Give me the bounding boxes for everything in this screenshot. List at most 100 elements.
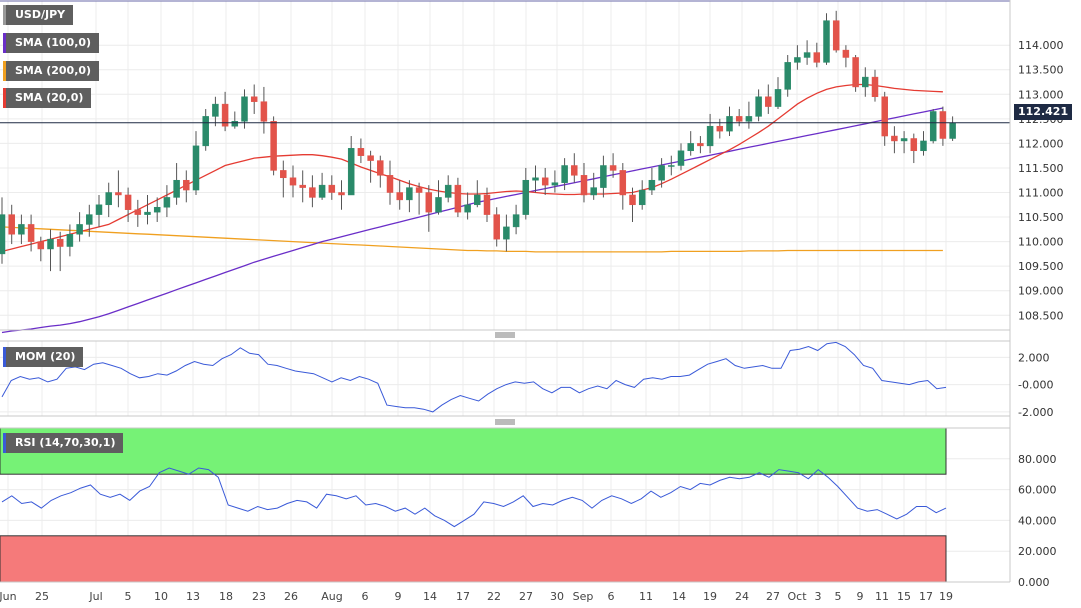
candle-body <box>425 192 433 213</box>
candlesticks <box>0 10 956 272</box>
candle-body <box>619 170 627 196</box>
legend-sma200[interactable]: SMA (200,0) <box>3 61 100 81</box>
candle-body <box>862 76 869 88</box>
candle-body <box>590 187 597 196</box>
x-tick-label: 10 <box>154 590 168 603</box>
candle-body <box>638 189 646 206</box>
x-tick-label: Oct <box>787 590 807 603</box>
candle-body <box>183 179 190 191</box>
candle-body <box>27 224 35 242</box>
rsi-y-label: 80.000 <box>1018 453 1057 466</box>
price-y-label: 111.000 <box>1018 187 1064 200</box>
candle-body <box>192 145 200 191</box>
candle-body <box>347 148 355 196</box>
candle-body <box>338 192 345 196</box>
x-tick-label: 11 <box>875 590 889 603</box>
current-price-badge: 112.421 <box>1014 104 1073 120</box>
candle-body <box>668 165 675 167</box>
candle-body <box>231 121 239 127</box>
legend-symbol[interactable]: USD/JPY <box>3 5 74 25</box>
candle-body <box>124 194 132 210</box>
candle-body <box>765 96 772 107</box>
candle-body <box>202 116 209 147</box>
candle-body <box>580 175 588 196</box>
candle-body <box>929 111 937 142</box>
candle-body <box>377 160 384 176</box>
legend-sma100[interactable]: SMA (100,0) <box>3 33 100 53</box>
candle-body <box>735 116 743 122</box>
candle-body <box>454 184 462 213</box>
candle-body <box>629 194 636 206</box>
sma100-line <box>1 107 944 334</box>
candle-body <box>115 192 122 196</box>
x-tick-label: 6 <box>608 590 615 603</box>
candle-body <box>144 211 151 215</box>
x-tick-label: 5 <box>835 590 842 603</box>
price-y-label: 112.000 <box>1018 137 1064 150</box>
candle-body <box>677 150 685 166</box>
candle-body <box>95 204 103 215</box>
candle-body <box>221 103 229 127</box>
x-tick-label: 14 <box>423 590 437 603</box>
x-tick-label: Aug <box>321 590 342 603</box>
candle-body <box>299 184 306 188</box>
candle-body <box>153 206 161 213</box>
candle-body <box>406 187 413 201</box>
x-tick-label: 6 <box>362 590 369 603</box>
candle-body <box>173 179 180 198</box>
candle-body <box>571 165 578 176</box>
candle-body <box>8 214 15 235</box>
x-tick-label: 3 <box>815 590 822 603</box>
legend-mom[interactable]: MOM (20) <box>3 347 84 367</box>
x-tick-label: 19 <box>939 590 953 603</box>
candle-body <box>396 192 403 201</box>
candle-body <box>891 135 898 142</box>
candle-body <box>852 57 859 88</box>
candle-body <box>600 165 607 188</box>
x-tick-label: 15 <box>897 590 911 603</box>
candle-body <box>716 125 724 132</box>
candle-body <box>367 155 374 161</box>
legend-rsi[interactable]: RSI (14,70,30,1) <box>3 433 124 453</box>
price-y-label: 114.000 <box>1018 39 1064 52</box>
rsi-zones <box>0 427 947 583</box>
candle-body <box>66 233 74 247</box>
candle-body <box>493 214 500 240</box>
mom-line <box>1 341 947 413</box>
candle-body <box>483 194 491 215</box>
candle-body <box>842 49 850 58</box>
x-tick-label: 24 <box>735 590 749 603</box>
indicator-lines <box>0 122 1010 528</box>
x-tick-label: 9 <box>395 590 402 603</box>
candle-body <box>241 96 248 122</box>
candle-body <box>697 143 704 147</box>
candle-body <box>920 140 927 152</box>
candle-body <box>823 20 830 63</box>
candle-body <box>512 214 520 228</box>
candle-body <box>532 177 539 181</box>
candle-body <box>250 96 258 102</box>
candle-body <box>745 116 753 122</box>
candle-body <box>474 194 481 206</box>
rsi-oversold-zone <box>0 535 947 583</box>
x-tick-label: 23 <box>252 590 266 603</box>
candle-body <box>163 197 171 208</box>
mom-y-label: -0.000 <box>1018 379 1053 392</box>
rsi-y-label: 20.000 <box>1018 545 1057 558</box>
price-y-label: 110.500 <box>1018 211 1064 224</box>
candle-body <box>76 224 83 235</box>
candle-body <box>328 184 336 193</box>
candle-body <box>444 184 452 198</box>
candle-body <box>774 89 782 107</box>
price-y-label: 113.000 <box>1018 88 1064 101</box>
candle-body <box>813 52 821 63</box>
candle-body <box>260 101 268 122</box>
price-y-label: 109.500 <box>1018 260 1064 273</box>
x-tick-label: 18 <box>219 590 233 603</box>
candle-body <box>464 204 471 213</box>
legend-sma20[interactable]: SMA (20,0) <box>3 88 92 108</box>
x-tick-label: 14 <box>672 590 686 603</box>
rsi-overbought-zone <box>0 427 947 475</box>
x-tick-label: 25 <box>35 590 49 603</box>
